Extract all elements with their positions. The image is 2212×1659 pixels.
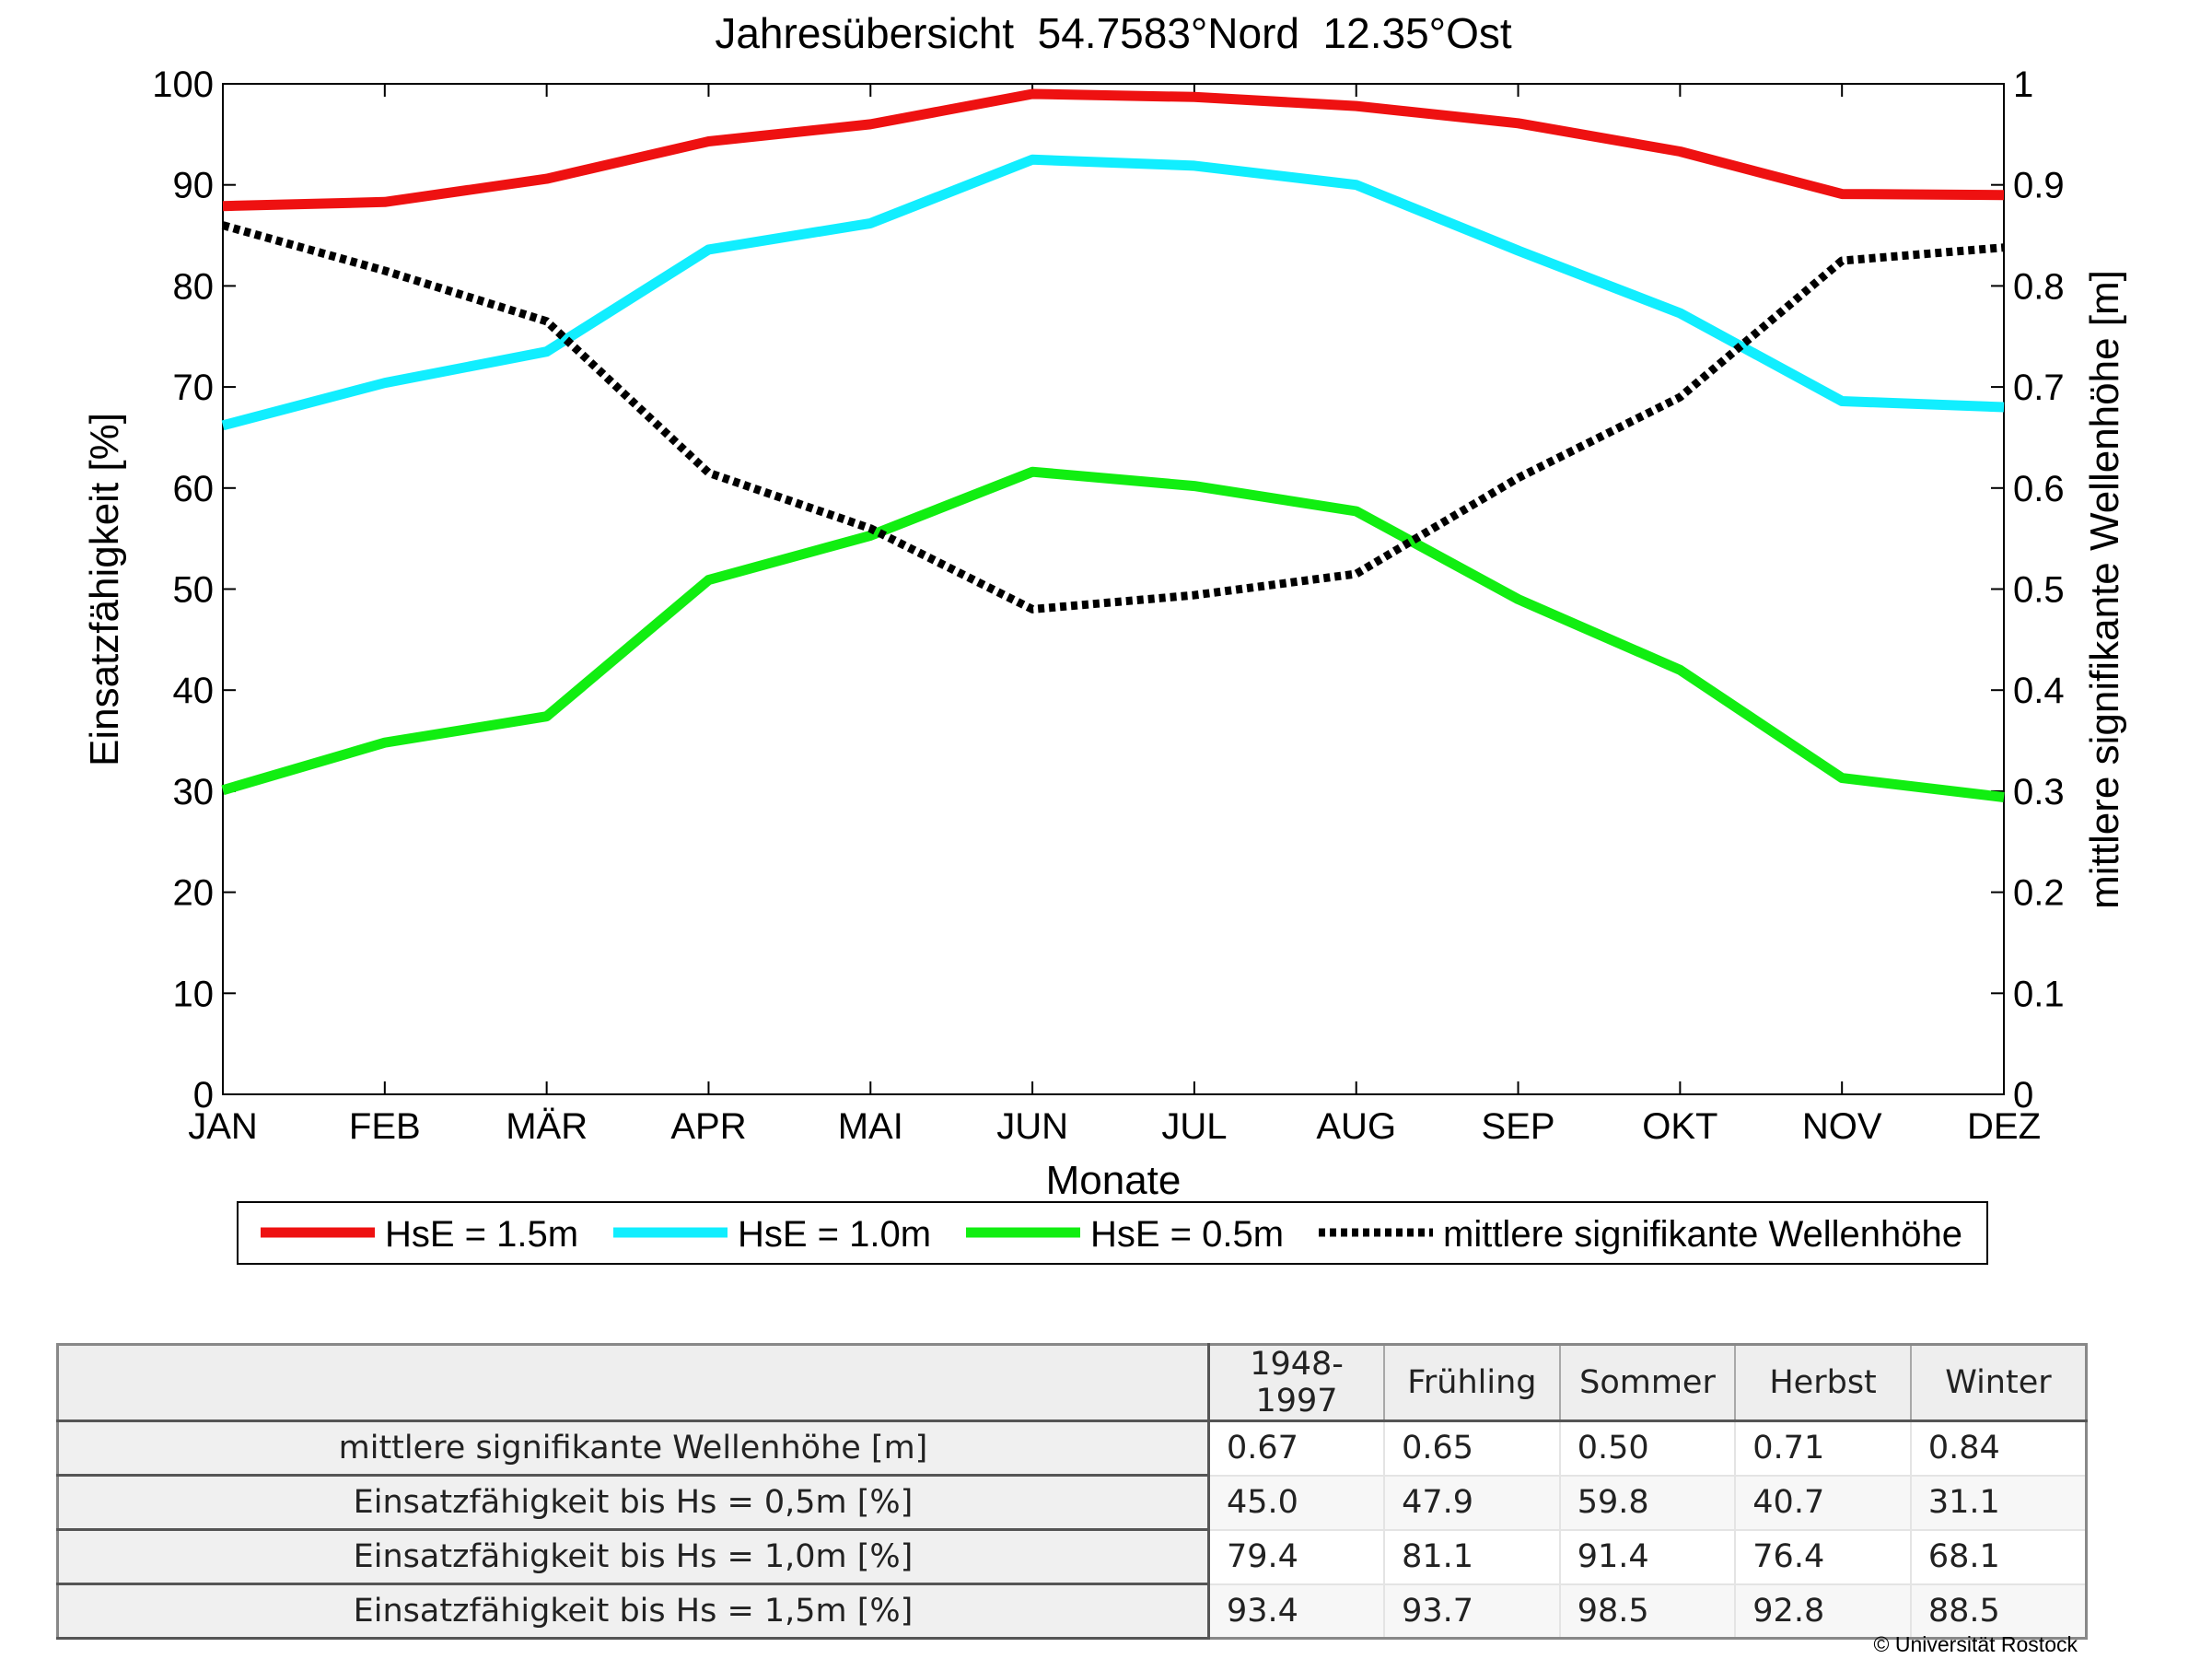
row-label: mittlere signifikante Wellenhöhe [m] <box>56 1419 1210 1477</box>
series-lines <box>221 88 2005 802</box>
table-cell: 40.7 <box>1734 1474 1912 1531</box>
x-tick-label: DEZ <box>1967 1106 2041 1147</box>
table-cell: 92.8 <box>1734 1583 1912 1640</box>
table-cell: 76.4 <box>1734 1528 1912 1585</box>
series-line <box>221 466 2005 802</box>
copyright-notice: © Universität Rostock <box>1873 1632 2078 1656</box>
y2-tick-label: 0.8 <box>2013 266 2065 307</box>
x-tick-label: NOV <box>1802 1106 1882 1147</box>
y2-tick-label: 0 <box>2013 1075 2033 1116</box>
y-tick-label: 90 <box>173 166 215 206</box>
y2-tick-label: 0.3 <box>2013 772 2065 812</box>
series-line <box>221 154 2005 431</box>
y-tick-label: 10 <box>173 974 215 1014</box>
table-row: Einsatzfähigkeit bis Hs = 1,0m [%] 79.4 … <box>56 1528 2088 1585</box>
column-header: Herbst <box>1734 1343 1912 1422</box>
column-header: 1948-1997 <box>1207 1343 1386 1422</box>
y-tick-label: 20 <box>173 873 215 914</box>
y-axis-label: Einsatzfähigkeit [%] <box>82 413 127 766</box>
x-tick-label: FEB <box>349 1106 421 1147</box>
table-cell: 91.4 <box>1558 1528 1737 1585</box>
table-cell: 0.50 <box>1558 1419 1737 1477</box>
y-tick-label: 100 <box>152 64 214 105</box>
y-tick-label: 0 <box>193 1075 214 1116</box>
row-label: Einsatzfähigkeit bis Hs = 1,5m [%] <box>56 1583 1210 1640</box>
legend-label: HsE = 1.0m <box>738 1214 931 1255</box>
y2-tick-label: 0.9 <box>2013 166 2065 206</box>
table-cell: 88.5 <box>1909 1583 2088 1640</box>
legend-label: HsE = 1.5m <box>385 1214 578 1255</box>
table-header-row: 1948-1997 Frühling Sommer Herbst Winter <box>56 1343 2088 1422</box>
y2-tick-label: 0.7 <box>2013 368 2065 408</box>
x-tick-label: OKT <box>1642 1106 1717 1147</box>
series-line <box>221 221 2005 613</box>
chart-title: Jahresübersicht 54.7583°Nord 12.35°Ost <box>715 9 1512 57</box>
legend-label: mittlere signifikante Wellenhöhe <box>1443 1214 1962 1255</box>
x-tick-label: JUL <box>1161 1106 1227 1147</box>
table-cell: 79.4 <box>1207 1528 1386 1585</box>
table-row: Einsatzfähigkeit bis Hs = 1,5m [%] 93.4 … <box>56 1583 2088 1640</box>
table-cell: 0.65 <box>1383 1419 1561 1477</box>
y-tick-label: 40 <box>173 671 215 711</box>
table-cell: 93.7 <box>1383 1583 1561 1640</box>
legend-label: HsE = 0.5m <box>1090 1214 1284 1255</box>
axes: 0 10 20 30 40 50 60 70 80 90 100 0 0.1 0.2 0.3 0.4 0.5 0.… <box>152 64 2064 1147</box>
y2-tick-label: 1 <box>2013 64 2033 105</box>
legend: HsE = 1.5m HsE = 1.0m HsE = 0.5m mittlere s… <box>237 1201 1988 1265</box>
table-cell: 0.71 <box>1734 1419 1912 1477</box>
x-tick-label: SEP <box>1482 1106 1555 1147</box>
summary-table: 1948-1997 Frühling Sommer Herbst Winter … <box>56 1343 2088 1640</box>
table-cell: 0.84 <box>1909 1419 2088 1477</box>
y2-tick-label: 0.1 <box>2013 974 2065 1014</box>
column-header: Winter <box>1909 1343 2088 1422</box>
column-header: Frühling <box>1383 1343 1561 1422</box>
plot-area <box>222 83 2005 1095</box>
chart: Jahresübersicht 54.7583°Nord 12.35°Ost 0… <box>82 9 2127 1265</box>
table-cell: 68.1 <box>1909 1528 2088 1585</box>
table-corner-cell <box>56 1343 1210 1422</box>
y2-axis-label: mittlere signifikante Wellenhöhe [m] <box>2082 270 2127 909</box>
x-tick-label: MAI <box>838 1106 903 1147</box>
table-cell: 47.9 <box>1383 1474 1561 1531</box>
y2-tick-label: 0.4 <box>2013 671 2065 711</box>
y-tick-label: 50 <box>173 570 215 611</box>
table-cell: 31.1 <box>1909 1474 2088 1531</box>
column-header: Sommer <box>1558 1343 1737 1422</box>
y-tick-label: 80 <box>173 266 215 307</box>
x-tick-label: MÄR <box>506 1106 588 1147</box>
y2-tick-label: 0.5 <box>2013 570 2065 611</box>
table-cell: 0.67 <box>1207 1419 1386 1477</box>
y2-tick-label: 0.6 <box>2013 469 2065 509</box>
x-tick-label: AUG <box>1316 1106 1396 1147</box>
y-tick-label: 30 <box>173 772 215 812</box>
row-label: Einsatzfähigkeit bis Hs = 0,5m [%] <box>56 1474 1210 1531</box>
table-row: mittlere signifikante Wellenhöhe [m] 0.6… <box>56 1419 2088 1477</box>
table-cell: 93.4 <box>1207 1583 1386 1640</box>
legend-items: HsE = 1.5m HsE = 1.0m HsE = 0.5m mittlere s… <box>261 1214 1962 1255</box>
x-axis-label: Monate <box>1046 1158 1182 1203</box>
table-cell: 81.1 <box>1383 1528 1561 1585</box>
table-cell: 59.8 <box>1558 1474 1737 1531</box>
x-tick-label: JUN <box>996 1106 1068 1147</box>
x-tick-label: JAN <box>188 1106 258 1147</box>
table-cell: 98.5 <box>1558 1583 1737 1640</box>
row-label: Einsatzfähigkeit bis Hs = 1,0m [%] <box>56 1528 1210 1585</box>
x-tick-label: APR <box>670 1106 746 1147</box>
table-cell: 45.0 <box>1207 1474 1386 1531</box>
legend-box <box>237 1201 1988 1265</box>
y-tick-label: 60 <box>173 469 215 509</box>
y-tick-label: 70 <box>173 368 215 408</box>
series-line <box>222 88 2005 212</box>
y2-tick-label: 0.2 <box>2013 873 2065 914</box>
table-row: Einsatzfähigkeit bis Hs = 0,5m [%] 45.0 … <box>56 1474 2088 1531</box>
